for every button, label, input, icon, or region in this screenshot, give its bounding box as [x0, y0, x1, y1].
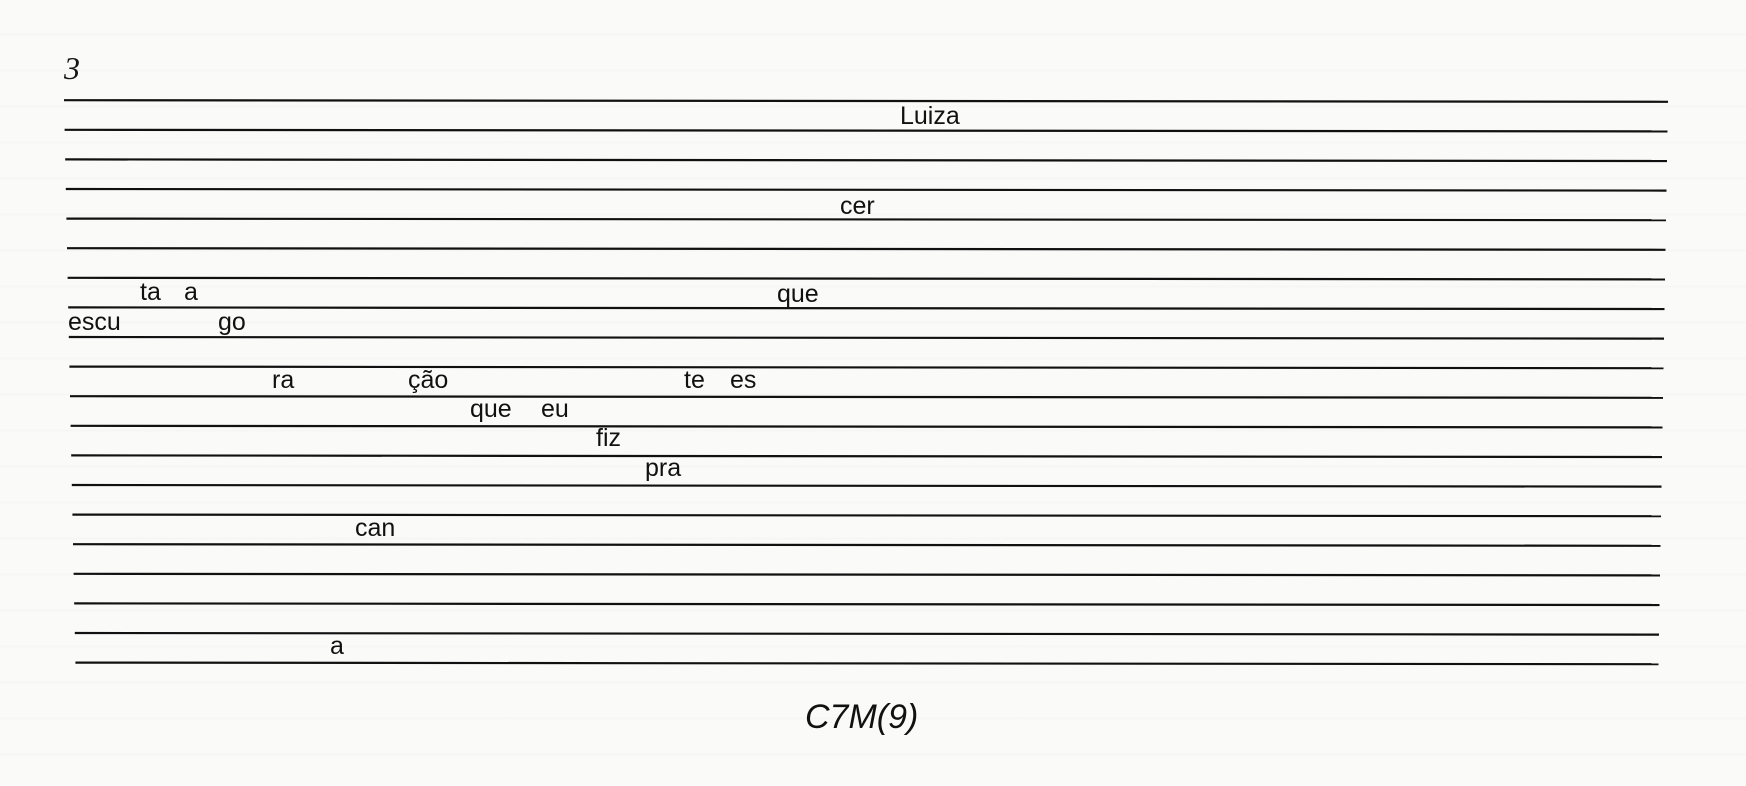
lyric-syllable: ra [272, 366, 295, 394]
staff-line [66, 217, 1667, 222]
staff-line [73, 572, 1661, 577]
staff-line [63, 99, 1669, 103]
staff-line [75, 661, 1659, 666]
staff-line [74, 631, 1660, 636]
staff-line [74, 602, 1660, 607]
lyric-syllable: fiz [596, 424, 621, 452]
staff-line [72, 543, 1661, 547]
staff-line [69, 365, 1664, 370]
staff-line [64, 128, 1668, 133]
staff-line [68, 335, 1665, 340]
lyric-syllable: que [777, 280, 819, 308]
staff-line [66, 247, 1666, 251]
lyric-syllable: que [470, 395, 512, 423]
staff-line [68, 306, 1665, 311]
lyric-syllable: es [730, 366, 757, 394]
lyric-syllable: a [184, 278, 198, 306]
lyric-syllable: Luiza [900, 102, 960, 130]
lyric-syllable: eu [541, 395, 569, 423]
staff-line [65, 158, 1668, 163]
chord-symbol: C7M(9) [805, 698, 919, 736]
lyric-syllable: can [355, 514, 396, 542]
lyric-syllable: a [330, 632, 344, 660]
measure-number: 3 [64, 50, 80, 86]
lyric-syllable: ção [408, 366, 449, 394]
lyric-syllable: cer [840, 192, 875, 220]
lyric-syllable: pra [645, 454, 682, 482]
lyric-syllable: te [684, 366, 705, 394]
staff-line [67, 276, 1666, 281]
staff-line [71, 454, 1663, 459]
staff-line [71, 483, 1662, 488]
staff-line [69, 395, 1664, 399]
staff-line [70, 424, 1663, 429]
staff-line [65, 187, 1667, 192]
staff-line [72, 513, 1662, 518]
lyric-syllable: ta [140, 278, 161, 306]
lyric-syllable: escu [68, 308, 121, 336]
lyric-syllable: go [218, 308, 246, 336]
